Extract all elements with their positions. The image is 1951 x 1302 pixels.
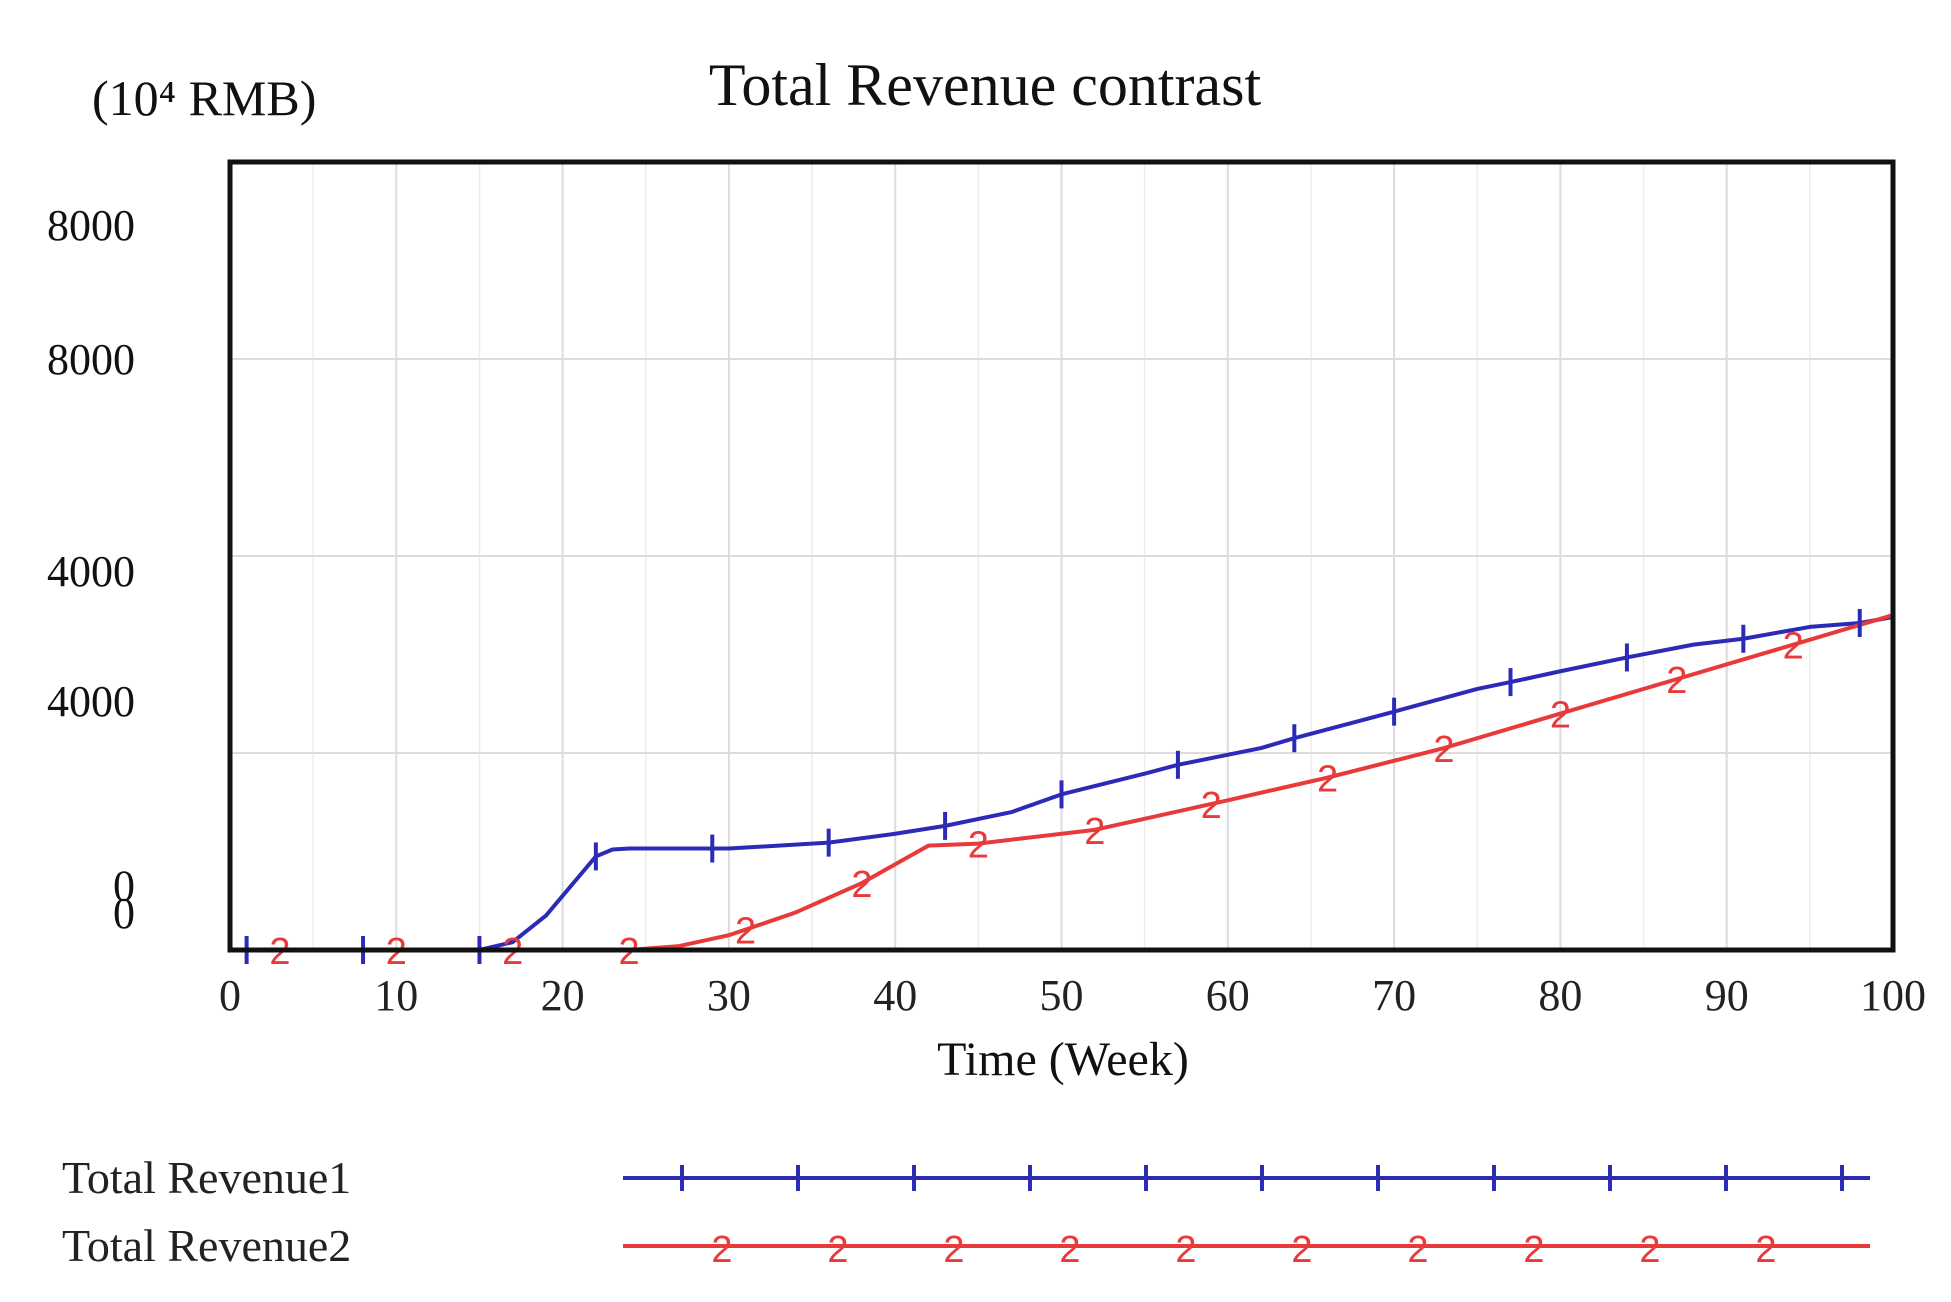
y-tick-label: 4000 — [47, 677, 135, 726]
legend-marker-2: 2 — [1523, 1229, 1544, 1271]
x-tick-label: 10 — [374, 971, 418, 1020]
x-tick-label: 60 — [1206, 971, 1250, 1020]
series-2-marker: 2 — [1433, 729, 1454, 771]
x-tick-label: 100 — [1860, 971, 1926, 1020]
x-tick-label: 40 — [873, 971, 917, 1020]
x-tick-label: 90 — [1705, 971, 1749, 1020]
series-2-marker: 2 — [1201, 785, 1222, 827]
legend-marker-2: 2 — [1639, 1229, 1660, 1271]
series-line-2 — [230, 613, 1894, 952]
y-tick-label: 8000 — [47, 201, 135, 250]
series-2-marker: 2 — [1550, 695, 1571, 737]
series-2-marker: 2 — [1666, 660, 1687, 702]
series-2-marker: 2 — [1084, 811, 1105, 853]
x-tick-label: 80 — [1538, 971, 1582, 1020]
y-unit-label: (10⁴ RMB) — [92, 70, 316, 126]
x-tick-label: 0 — [219, 971, 241, 1020]
series-2-marker: 2 — [851, 864, 872, 906]
series-2-marker: 2 — [968, 825, 989, 867]
x-tick-label: 30 — [707, 971, 751, 1020]
x-axis-ticks: 0 10 20 30 40 50 60 70 80 90 100 — [219, 971, 1926, 1020]
x-tick-label: 50 — [1040, 971, 1084, 1020]
legend-marker-2: 2 — [711, 1229, 732, 1271]
legend-marker-2: 2 — [1407, 1229, 1428, 1271]
legend-label-1: Total Revenue1 — [62, 1152, 351, 1203]
y-tick-label: 8000 — [47, 335, 135, 384]
gridlines — [230, 162, 1893, 950]
legend-marker-2: 2 — [1175, 1229, 1196, 1271]
legend: Total Revenue1 Total Revenue2 2 2 2 2 2 2 2 2 2 2 — [62, 1152, 1870, 1271]
legend-marker-2: 2 — [1291, 1229, 1312, 1271]
series-2-marker: 2 — [1783, 626, 1804, 668]
x-tick-label: 20 — [541, 971, 585, 1020]
x-tick-label: 70 — [1372, 971, 1416, 1020]
y-tick-label: 0 — [113, 889, 135, 938]
plot-area-frame — [227, 159, 1896, 953]
legend-marker-2: 2 — [1755, 1229, 1776, 1271]
series-2-marker: 2 — [735, 911, 756, 953]
legend-label-2: Total Revenue2 — [62, 1220, 351, 1271]
legend-marker-2: 2 — [943, 1229, 964, 1271]
y-tick-label: 4000 — [47, 547, 135, 596]
chart-title: Total Revenue contrast — [709, 52, 1262, 118]
y-tick-label: 0 — [113, 862, 135, 911]
series-2-marker: 2 — [1317, 759, 1338, 801]
x-axis-label: Time (Week) — [937, 1033, 1189, 1086]
legend-marker-2: 2 — [827, 1229, 848, 1271]
y-axis-ticks: 8000 8000 4000 4000 00 — [47, 201, 135, 938]
legend-marker-2: 2 — [1059, 1229, 1080, 1271]
